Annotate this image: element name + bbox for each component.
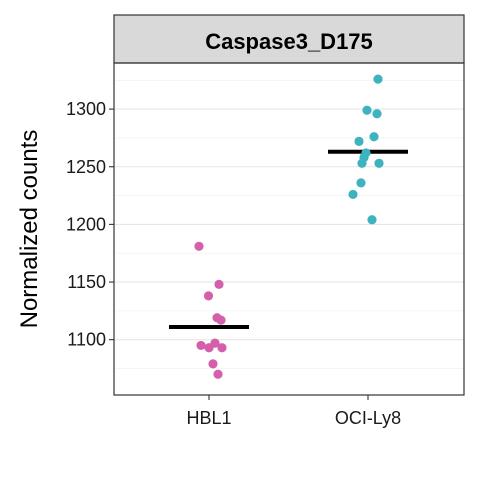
data-point: [216, 315, 226, 325]
data-point: [373, 74, 383, 84]
data-point: [204, 343, 214, 353]
data-point: [367, 215, 377, 225]
data-point: [356, 178, 366, 188]
data-point: [372, 109, 382, 119]
data-point: [194, 241, 204, 251]
y-tick-label: 1100: [67, 330, 106, 350]
y-tick-label: 1250: [66, 157, 106, 177]
x-tick-label: OCI-Ly8: [335, 408, 401, 428]
grid-lines: [114, 79, 464, 369]
data-point: [214, 279, 224, 289]
data-point: [196, 340, 206, 351]
data-point: [348, 189, 358, 200]
y-axis: 1100 1150 1200 1250 1300: [66, 99, 114, 350]
x-tick-label: HBL1: [186, 408, 231, 428]
y-tick-label: 1300: [66, 99, 106, 119]
facet-strip-background: [113, 14, 465, 64]
y-axis-title: Normalized counts: [16, 130, 43, 329]
data-point: [203, 291, 214, 301]
median-bars: [169, 149, 408, 329]
plot-panel-border: [113, 62, 465, 396]
facet-strip: Caspase3_D175: [113, 14, 465, 64]
data-points: [194, 74, 384, 379]
data-point: [357, 158, 367, 168]
data-point: [217, 343, 227, 353]
data-point: [208, 359, 218, 369]
data-point: [213, 369, 223, 379]
data-point: [369, 132, 379, 142]
data-point: [374, 158, 384, 168]
x-axis: HBL1 OCI-Ly8: [186, 395, 401, 428]
y-tick-label: 1150: [67, 272, 106, 292]
facet-strip-title: Caspase3_D175: [205, 29, 373, 54]
data-point: [362, 105, 372, 115]
data-point: [354, 136, 364, 146]
y-tick-label: 1200: [66, 214, 106, 234]
